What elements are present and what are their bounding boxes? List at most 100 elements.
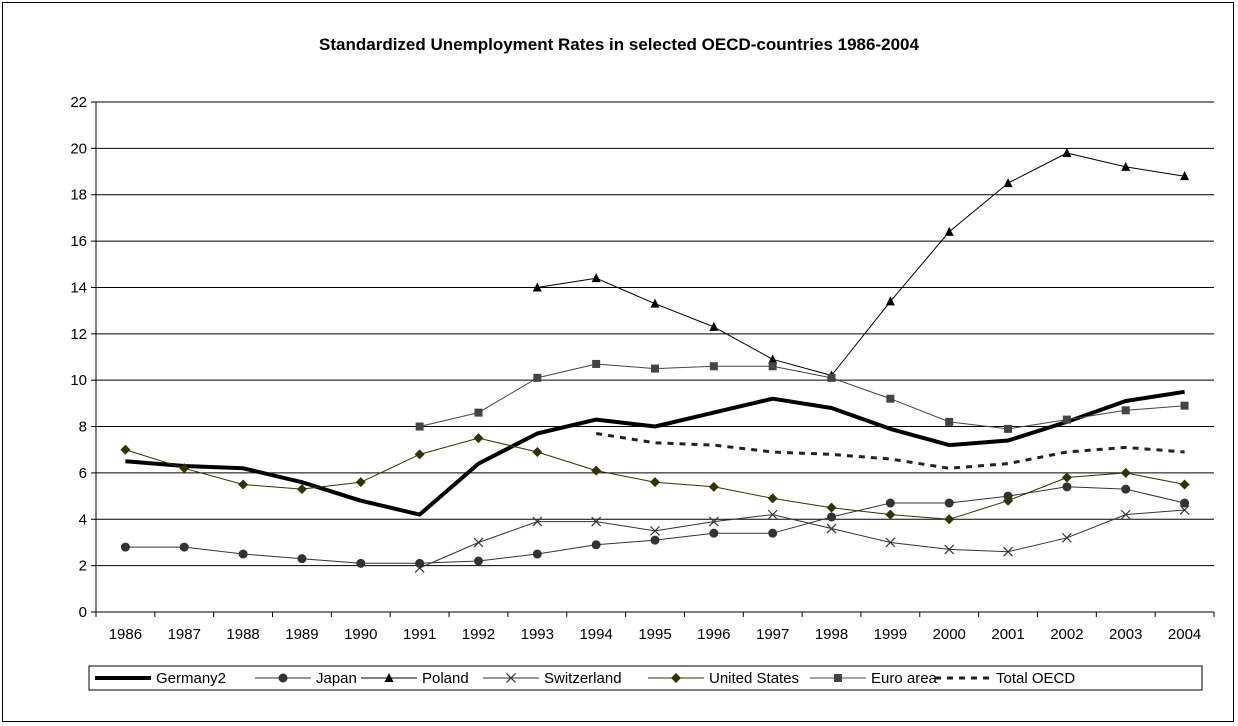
- data-point-poland: [1121, 161, 1131, 171]
- x-tick-label: 1987: [168, 626, 201, 643]
- data-point-euro-area: [1004, 424, 1013, 433]
- data-point-poland: [1180, 171, 1190, 181]
- series-line-euro-area: [419, 363, 1185, 430]
- data-point-switzerland: [650, 525, 660, 536]
- data-point-switzerland: [1061, 532, 1072, 543]
- data-point-switzerland: [1003, 546, 1013, 557]
- data-point-japan: [885, 498, 895, 508]
- data-point-japan: [591, 540, 601, 550]
- y-tick-label: 22: [70, 94, 87, 111]
- legend-label-euro-area: Euro area: [871, 670, 938, 687]
- data-point-japan: [179, 542, 189, 552]
- legend-label-germany2: Germany2: [156, 670, 226, 687]
- data-point-united-states: [591, 465, 602, 476]
- data-point-united-states: [238, 479, 249, 490]
- data-point-poland: [532, 282, 542, 292]
- legend-marker-euro-area: [834, 674, 842, 682]
- x-tick-label: 2004: [1168, 626, 1201, 643]
- legend-label-poland: Poland: [422, 670, 469, 687]
- data-point-poland: [885, 296, 895, 306]
- data-point-euro-area: [827, 373, 836, 382]
- data-point-switzerland: [826, 523, 837, 534]
- series-line-total-oecd: [595, 432, 1185, 470]
- data-point-euro-area: [886, 394, 895, 403]
- data-point-japan: [650, 535, 660, 545]
- data-point-euro-area: [945, 417, 954, 426]
- legend-marker-japan: [278, 673, 288, 683]
- data-point-switzerland: [591, 516, 602, 527]
- series-line-poland: [537, 152, 1185, 376]
- data-point-united-states: [708, 481, 719, 492]
- data-point-euro-area: [415, 422, 424, 431]
- x-tick-label: 1993: [521, 626, 554, 643]
- data-point-japan: [297, 554, 307, 564]
- data-point-united-states: [414, 449, 425, 460]
- x-tick-label: 1990: [344, 626, 377, 643]
- data-point-united-states: [179, 463, 190, 474]
- y-tick-label: 12: [70, 326, 87, 343]
- data-point-euro-area: [533, 373, 542, 382]
- x-tick-label: 2002: [1050, 626, 1083, 643]
- data-point-japan: [944, 498, 954, 508]
- data-point-united-states: [885, 509, 896, 520]
- data-point-euro-area: [1062, 415, 1071, 424]
- data-point-switzerland: [532, 516, 543, 527]
- data-point-euro-area: [474, 408, 483, 417]
- data-point-japan: [473, 556, 483, 566]
- series-line-switzerland: [419, 509, 1185, 569]
- data-point-united-states: [944, 514, 955, 525]
- data-point-japan: [1062, 482, 1072, 492]
- legend-marker-united-states: [671, 673, 681, 683]
- x-tick-label: 1991: [403, 626, 436, 643]
- data-point-united-states: [826, 502, 837, 513]
- y-tick-label: 6: [79, 465, 87, 482]
- data-point-switzerland: [885, 537, 896, 548]
- x-tick-label: 1997: [756, 626, 789, 643]
- y-tick-label: 0: [79, 604, 87, 621]
- x-tick-label: 1999: [874, 626, 907, 643]
- data-point-japan: [768, 528, 778, 538]
- y-tick-label: 16: [70, 233, 87, 250]
- data-point-united-states: [532, 447, 543, 458]
- legend-label-total-oecd: Total OECD: [996, 670, 1075, 687]
- y-tick-label: 2: [79, 558, 87, 575]
- data-point-switzerland: [944, 544, 955, 555]
- data-point-switzerland: [767, 509, 778, 520]
- data-point-poland: [591, 273, 601, 283]
- data-point-poland: [650, 298, 660, 308]
- data-point-japan: [120, 542, 130, 552]
- data-point-japan: [356, 558, 366, 568]
- data-point-japan: [1121, 484, 1131, 494]
- data-point-euro-area: [709, 362, 718, 371]
- data-point-euro-area: [651, 364, 659, 373]
- y-tick-label: 18: [70, 187, 87, 204]
- data-point-japan: [709, 528, 719, 538]
- series-line-japan: [125, 486, 1185, 564]
- legend-label-switzerland: Switzerland: [544, 670, 622, 687]
- data-point-united-states: [1061, 472, 1072, 483]
- data-point-japan: [415, 558, 425, 568]
- x-tick-label: 1988: [226, 626, 259, 643]
- data-point-united-states: [1179, 479, 1190, 490]
- data-point-euro-area: [1121, 406, 1130, 415]
- data-point-japan: [532, 549, 542, 559]
- y-tick-label: 8: [79, 419, 87, 436]
- data-point-switzerland: [1179, 505, 1190, 515]
- chart-title: Standardized Unemployment Rates in selec…: [319, 35, 919, 54]
- data-point-switzerland: [708, 516, 719, 527]
- x-tick-label: 1992: [462, 626, 495, 643]
- data-point-poland: [1003, 178, 1013, 188]
- data-point-united-states: [767, 493, 778, 504]
- data-point-poland: [944, 226, 954, 236]
- data-point-euro-area: [592, 359, 601, 368]
- x-tick-label: 1996: [697, 626, 730, 643]
- x-tick-label: 1994: [579, 626, 612, 643]
- legend-marker-poland: [384, 673, 394, 682]
- x-tick-label: 2001: [991, 626, 1024, 643]
- y-tick-label: 10: [70, 372, 87, 389]
- data-point-poland: [768, 354, 778, 364]
- series-line-germany2: [125, 389, 1185, 517]
- data-point-euro-area: [1180, 401, 1189, 410]
- legend-label-united-states: United States: [709, 670, 799, 687]
